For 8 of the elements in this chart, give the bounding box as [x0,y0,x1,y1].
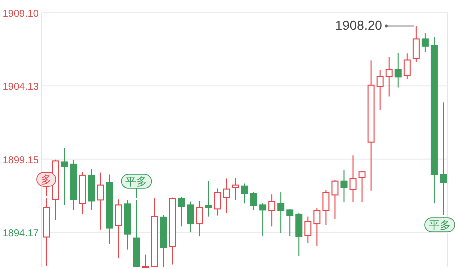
y-tick-label: 1909.10 [2,9,40,20]
annotation: 平多 [429,220,451,232]
annotation: 1908.20 [335,18,382,34]
y-tick-label: 1894.17 [2,228,40,240]
y-tick-label: 1899.15 [2,155,40,166]
annotation: 多 [41,174,52,187]
y-tick-label: 1904.13 [2,82,40,94]
annotation: 平多 [126,176,148,188]
